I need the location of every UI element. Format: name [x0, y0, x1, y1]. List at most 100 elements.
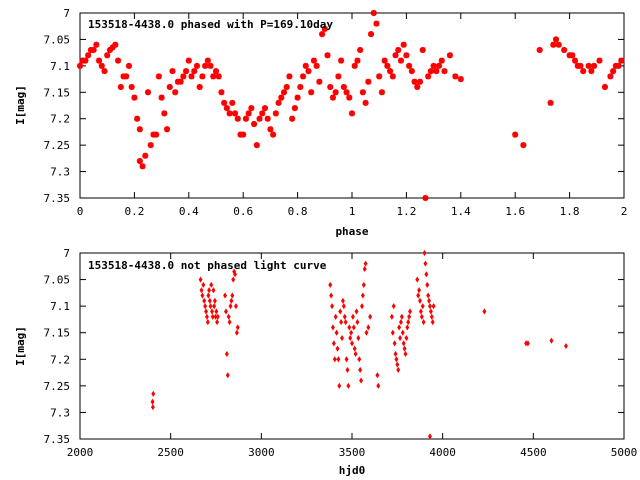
data-point [125, 62, 132, 69]
data-point [316, 78, 323, 85]
data-point [327, 84, 334, 90]
data-point [155, 73, 162, 80]
data-point [405, 324, 410, 331]
data-point [392, 52, 399, 59]
data-point [313, 62, 320, 69]
data-point [245, 110, 252, 117]
data-point [343, 89, 350, 96]
x-tick-label: 1.2 [396, 205, 416, 218]
data-point [212, 303, 217, 310]
data-point [272, 110, 279, 117]
data-point [596, 57, 603, 64]
x-axis: 2000 2500 3000 3500 4000 4500 5000 [67, 253, 637, 459]
data-point [308, 89, 315, 96]
data-point [319, 31, 326, 38]
data-point [321, 25, 328, 32]
data-point [337, 382, 342, 389]
data-point [564, 342, 568, 350]
data-point [366, 324, 371, 331]
data-point [145, 89, 151, 96]
data-point [350, 313, 355, 320]
data-point [150, 398, 155, 405]
data-point [235, 324, 240, 331]
data-point [360, 292, 365, 299]
data-point [368, 313, 373, 320]
data-point [205, 319, 210, 326]
y-axis-label: I[mag] [14, 85, 27, 125]
data-point [329, 94, 336, 101]
data-point [344, 356, 349, 363]
data-point [408, 308, 412, 315]
y-axis-label: I[mag] [14, 326, 27, 366]
data-point [368, 31, 375, 38]
data-point [242, 115, 249, 122]
data-point [427, 68, 434, 75]
data-point [411, 78, 418, 85]
unphased-light-curve-panel: 2000 2500 3000 3500 4000 4500 5000 7 7.05 7.1 7.1… [14, 247, 637, 477]
data-point [208, 303, 213, 310]
data-point [338, 57, 345, 64]
data-point [422, 195, 429, 201]
y-tick-label: 7.25 [44, 380, 71, 393]
data-point [351, 62, 358, 69]
data-point [275, 99, 282, 106]
data-point [436, 62, 443, 69]
data-point [185, 57, 192, 64]
data-point [396, 366, 401, 373]
y-axis: 7 7.05 7.1 7.15 7.2 7.25 7.3 7.35 [44, 247, 624, 446]
data-point [188, 73, 195, 80]
data-point [233, 303, 238, 310]
data-point [403, 350, 408, 358]
data-point [433, 68, 440, 75]
data-point [329, 292, 334, 299]
data-point [431, 303, 436, 310]
y-tick-label: 7 [63, 247, 70, 260]
data-point [310, 57, 317, 64]
data-point [343, 319, 348, 326]
data-point [202, 62, 209, 69]
data-point [580, 68, 587, 75]
data-point [547, 99, 554, 106]
data-point [198, 276, 203, 283]
data-point [340, 84, 347, 90]
data-point [180, 73, 187, 80]
data-point [414, 84, 421, 90]
data-point [98, 62, 105, 69]
data-point [226, 313, 231, 320]
data-point [286, 73, 293, 80]
data-point [161, 110, 168, 117]
data-point [610, 68, 617, 75]
data-point [422, 249, 427, 257]
data-point [305, 68, 312, 75]
data-point [387, 68, 394, 75]
data-point [259, 110, 266, 117]
data-point [618, 57, 625, 64]
data-point [338, 308, 343, 315]
data-point [177, 78, 184, 85]
data-points [77, 10, 625, 201]
data-point [136, 126, 143, 133]
data-point [408, 68, 415, 75]
data-point [572, 57, 579, 64]
data-point [166, 84, 173, 90]
y-tick-label: 7.15 [44, 86, 71, 99]
data-point [525, 340, 530, 347]
data-point [191, 68, 198, 75]
data-point [229, 297, 234, 304]
data-point [251, 121, 258, 127]
x-tick-label: 2000 [67, 446, 94, 459]
data-point [261, 105, 268, 112]
data-point [117, 84, 124, 90]
data-point [361, 281, 366, 288]
data-point [441, 68, 448, 75]
data-point [415, 276, 420, 283]
data-point [128, 84, 135, 90]
data-point [109, 44, 116, 51]
data-point [218, 89, 225, 96]
data-point [136, 158, 143, 164]
data-point [158, 94, 165, 101]
data-point [427, 297, 432, 304]
data-point [425, 281, 430, 288]
data-point [401, 340, 406, 347]
data-point [423, 260, 428, 267]
